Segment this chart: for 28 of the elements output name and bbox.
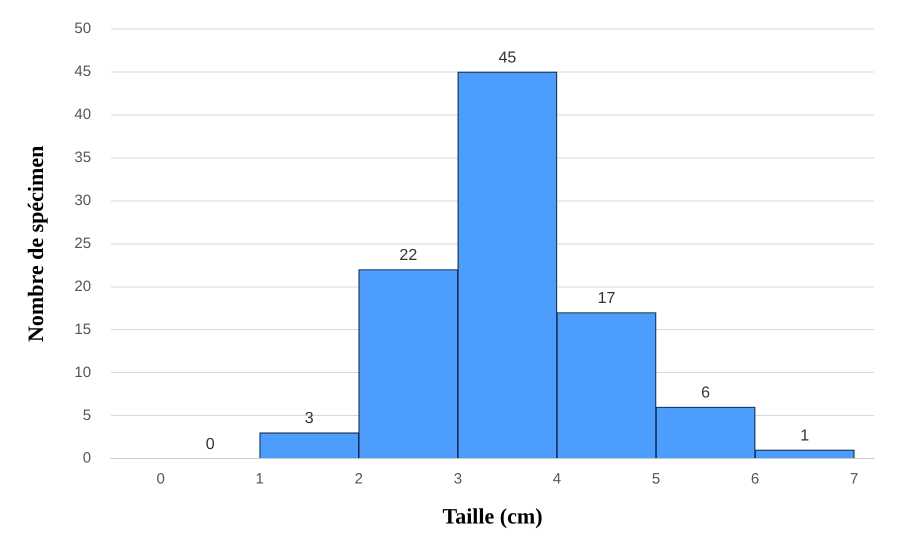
x-tick-label: 3 xyxy=(454,470,462,488)
y-tick-label: 10 xyxy=(74,364,92,381)
data-label: 45 xyxy=(498,49,516,66)
y-tick-label: 15 xyxy=(74,320,92,338)
y-tick-label: 25 xyxy=(74,234,92,252)
y-axis-title: Nombre de spécimen xyxy=(22,146,48,342)
x-tick-label: 1 xyxy=(256,470,264,488)
x-tick-label: 7 xyxy=(850,470,858,488)
y-tick-label: 45 xyxy=(74,63,92,80)
data-label: 17 xyxy=(598,290,616,307)
x-tick-label: 6 xyxy=(750,470,760,488)
y-tick-label: 30 xyxy=(74,192,92,209)
x-axis-title: Taille (cm) xyxy=(442,503,543,528)
y-tick-label: 35 xyxy=(74,149,92,166)
y-tick-label: 20 xyxy=(74,278,92,295)
y-tick-label: 0 xyxy=(82,450,92,467)
data-label: 22 xyxy=(399,246,418,264)
data-label: 1 xyxy=(800,427,810,444)
x-tick-label: 2 xyxy=(354,470,363,488)
y-tick-label: 50 xyxy=(74,20,92,38)
x-tick-label: 0 xyxy=(156,470,165,488)
y-tick-label: 40 xyxy=(74,106,92,124)
data-label: 6 xyxy=(701,384,710,402)
y-tick-label: 5 xyxy=(82,406,92,424)
x-tick-label: 4 xyxy=(552,470,562,488)
data-label: 0 xyxy=(206,436,215,454)
data-label: 3 xyxy=(304,410,314,428)
x-tick-label: 5 xyxy=(652,470,660,488)
